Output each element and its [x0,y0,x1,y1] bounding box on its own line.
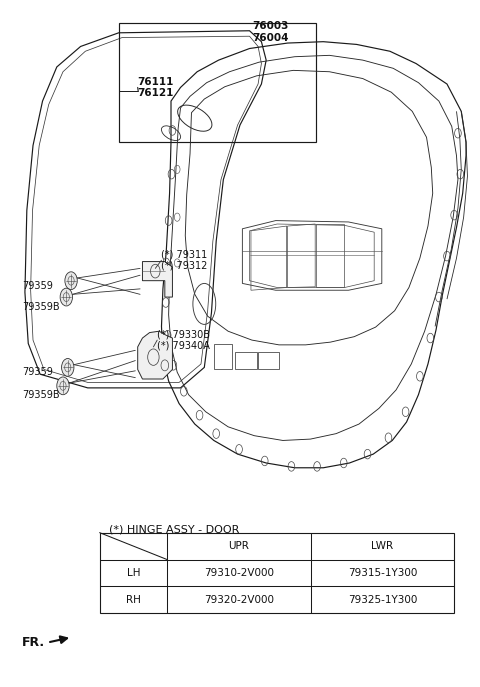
Text: 79359: 79359 [22,367,53,377]
Bar [258,352,279,370]
Text: (*) 79330B
(*) 79340A: (*) 79330B (*) 79340A [157,329,210,351]
Text: 79359: 79359 [22,281,53,291]
Text: (*) HINGE ASSY - DOOR: (*) HINGE ASSY - DOOR [109,524,240,534]
Text: 79320-2V000: 79320-2V000 [204,595,274,605]
Text: 76003
76004: 76003 76004 [252,21,289,43]
Polygon shape [143,262,172,297]
Circle shape [60,288,72,306]
Text: LWR: LWR [371,541,394,551]
Bar [119,23,316,142]
Text: 76111
76121: 76111 76121 [138,77,174,98]
Text: 79310-2V000: 79310-2V000 [204,568,274,578]
Circle shape [61,359,74,376]
Text: 79315-1Y300: 79315-1Y300 [348,568,417,578]
Text: 79359B: 79359B [22,390,60,400]
Text: 79325-1Y300: 79325-1Y300 [348,595,417,605]
Text: (*) 79311
(*) 79312: (*) 79311 (*) 79312 [161,249,208,271]
Text: RH: RH [126,595,141,605]
Bar [100,532,454,613]
Circle shape [65,272,77,289]
Bar [235,352,257,370]
Circle shape [57,377,69,395]
Text: FR.: FR. [22,636,45,649]
Text: LH: LH [127,568,140,578]
Text: 79359B: 79359B [22,302,60,312]
Polygon shape [138,331,172,379]
Bar [214,344,232,370]
Text: UPR: UPR [228,541,249,551]
